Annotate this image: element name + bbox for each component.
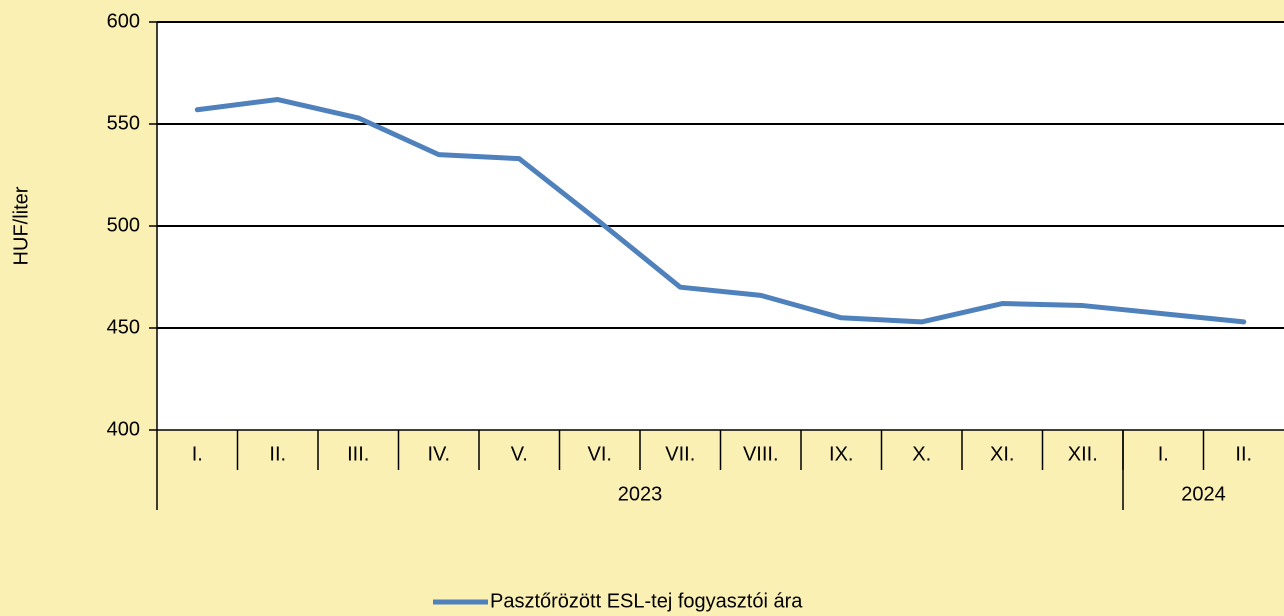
x-tick-label: XII.	[1068, 443, 1098, 465]
legend-label: Pasztőrözött ESL-tej fogyasztói ára	[490, 590, 803, 612]
y-tick-label: 600	[107, 10, 140, 32]
line-series	[194, 97, 1247, 325]
x-tick-label: II.	[1235, 443, 1252, 465]
x-tick-label: X.	[912, 443, 931, 465]
x-tick-label: VII.	[665, 443, 695, 465]
x-tick-label: IV.	[427, 443, 450, 465]
y-tick-label: 400	[107, 418, 140, 440]
y-axis-label: HUF/liter	[10, 186, 32, 265]
y-tick-label: 550	[107, 112, 140, 134]
x-tick-label: VIII.	[743, 443, 779, 465]
x-tick-label: V.	[511, 443, 528, 465]
x-group-label: 2024	[1181, 483, 1226, 505]
x-group-label: 2023	[618, 483, 663, 505]
x-tick-label: III.	[347, 443, 369, 465]
x-tick-label: I.	[192, 443, 203, 465]
x-tick-label: II.	[269, 443, 286, 465]
x-tick-label: IX.	[829, 443, 853, 465]
y-tick-label: 500	[107, 214, 140, 236]
y-tick-label: 450	[107, 316, 140, 338]
x-tick-label: VI.	[588, 443, 612, 465]
x-tick-label: XI.	[990, 443, 1014, 465]
x-tick-label: I.	[1158, 443, 1169, 465]
